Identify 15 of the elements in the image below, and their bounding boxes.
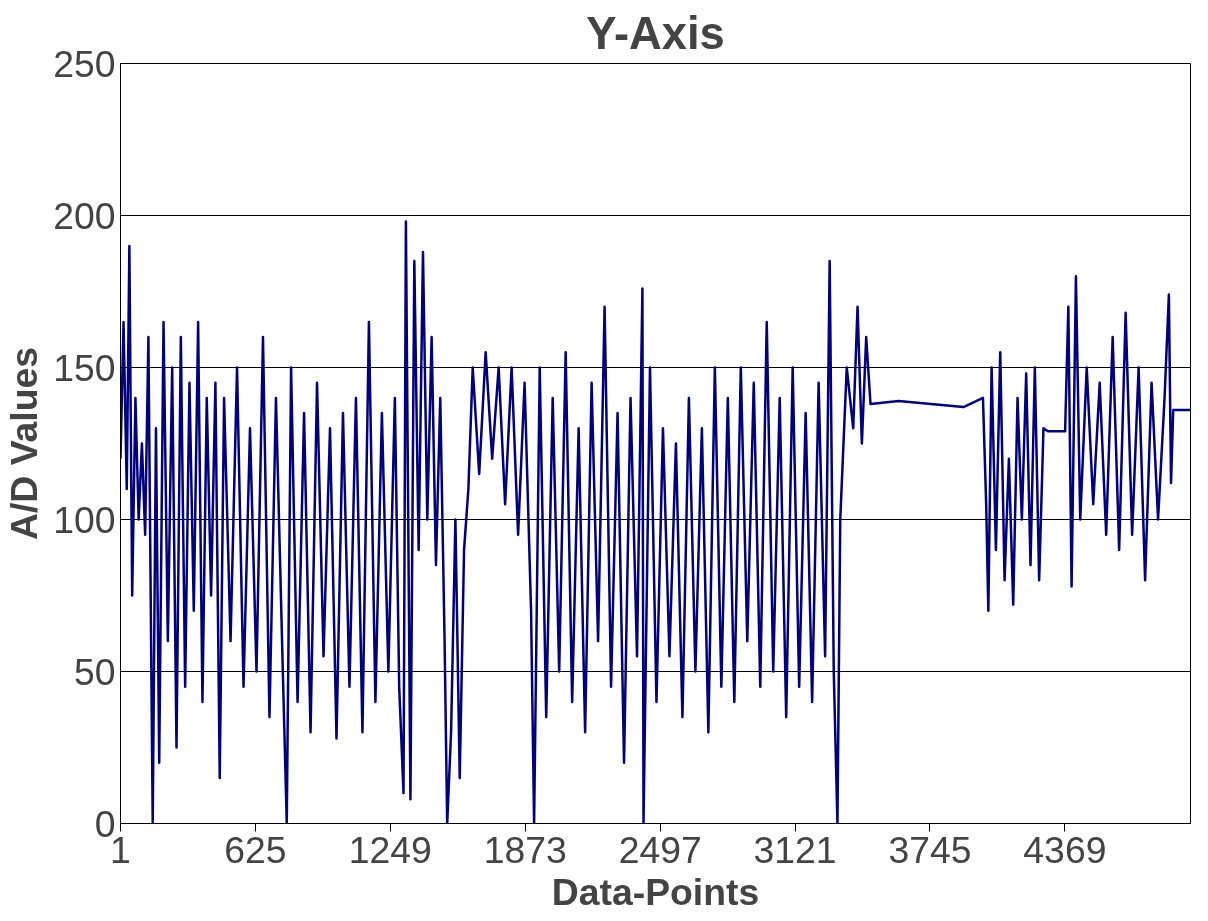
y-tick-label: 50 bbox=[73, 650, 116, 693]
x-tick-label: 2497 bbox=[618, 828, 702, 871]
y-tick-label: 100 bbox=[53, 498, 116, 541]
x-axis-title: Data-Points bbox=[551, 870, 760, 913]
y-axis-title: A/D Values bbox=[3, 347, 46, 540]
x-tick-label: 4369 bbox=[1023, 828, 1107, 871]
y-tick-label: 200 bbox=[53, 194, 116, 237]
y-tick-label: 250 bbox=[53, 42, 116, 85]
x-tick-label: 3745 bbox=[888, 828, 972, 871]
x-tick-label: 625 bbox=[224, 828, 287, 871]
y-tick-label: 150 bbox=[53, 346, 116, 389]
x-tick-label: 1873 bbox=[483, 828, 567, 871]
x-tick-label: 3121 bbox=[753, 828, 837, 871]
chart-title: Y-Axis bbox=[586, 7, 725, 59]
x-tick-label: 1249 bbox=[348, 828, 432, 871]
